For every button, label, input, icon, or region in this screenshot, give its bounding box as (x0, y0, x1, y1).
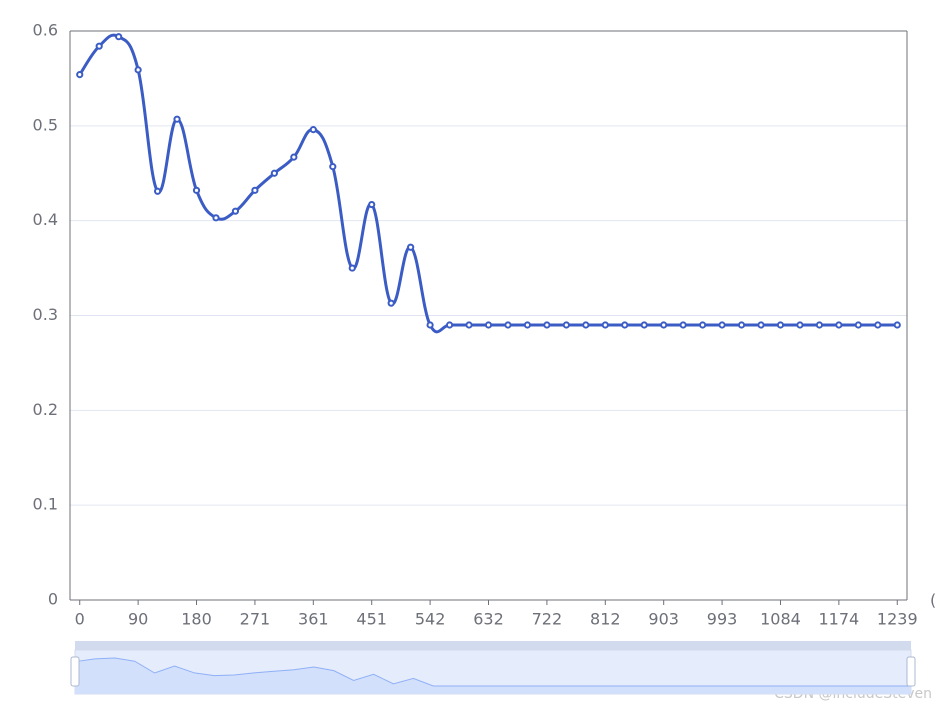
point (445, 321, 454, 329)
x-tick-label: 903 (648, 610, 679, 629)
x-axis-label: ( (930, 591, 936, 610)
point (407, 243, 415, 251)
point (543, 321, 551, 329)
point (426, 321, 434, 329)
point (679, 321, 687, 329)
point (76, 71, 84, 79)
point (192, 186, 201, 194)
point (484, 321, 493, 329)
point (757, 321, 765, 329)
point (737, 321, 746, 329)
point (601, 321, 609, 329)
point (893, 321, 901, 329)
point (562, 321, 570, 329)
point (854, 321, 862, 329)
point (270, 169, 278, 177)
point (660, 321, 668, 329)
point (523, 321, 532, 329)
y-tick-label: 0.4 (33, 210, 58, 229)
x-tick-label: 632 (473, 610, 504, 629)
point (835, 321, 843, 329)
x-tick-label: 993 (707, 610, 738, 629)
point (776, 321, 785, 329)
y-tick-label: 0 (48, 590, 58, 609)
zoom-line (74, 657, 911, 687)
point (796, 321, 804, 329)
zoom-bar (75, 641, 911, 650)
point (309, 126, 317, 134)
point (231, 207, 240, 215)
point (115, 33, 123, 41)
point (504, 321, 512, 329)
point (134, 66, 142, 74)
point (348, 264, 356, 272)
x-tick-label: 90 (128, 610, 148, 629)
x-tick-label: 271 (240, 610, 271, 629)
line (78, 33, 898, 334)
point (173, 115, 181, 123)
y-tick-label: 0.5 (33, 115, 58, 134)
y-tick-label: 0.6 (33, 21, 58, 40)
point (95, 42, 103, 50)
zoom-area (75, 658, 911, 694)
y-tick-label: 0.2 (33, 400, 58, 419)
x-tick-label: 1239 (877, 610, 918, 629)
y-tick-label: 0.1 (33, 495, 58, 514)
point (329, 163, 337, 171)
point (465, 321, 473, 329)
point (699, 321, 707, 329)
zoom-handle[interactable] (70, 656, 80, 687)
point (621, 321, 629, 329)
point (368, 200, 376, 209)
x-tick-label: 180 (181, 610, 212, 629)
x-tick-label: 451 (356, 610, 387, 629)
point (582, 321, 590, 329)
x-tick-label: 361 (298, 610, 329, 629)
point (874, 321, 882, 329)
point (387, 299, 395, 307)
point (212, 214, 220, 222)
x-tick-label: 0 (75, 610, 85, 629)
x-tick-label: 722 (532, 610, 563, 629)
point (290, 153, 298, 161)
point (815, 321, 824, 329)
point (153, 187, 162, 195)
x-tick-label: 1084 (760, 610, 801, 629)
x-tick-label: 1174 (819, 610, 860, 629)
x-tick-label: 542 (415, 610, 446, 629)
point (251, 186, 259, 194)
point (640, 321, 648, 329)
x-tick-label: 812 (590, 610, 621, 629)
y-tick-label: 0.3 (33, 305, 58, 324)
zoom-handle[interactable] (906, 656, 916, 687)
point (718, 321, 726, 329)
